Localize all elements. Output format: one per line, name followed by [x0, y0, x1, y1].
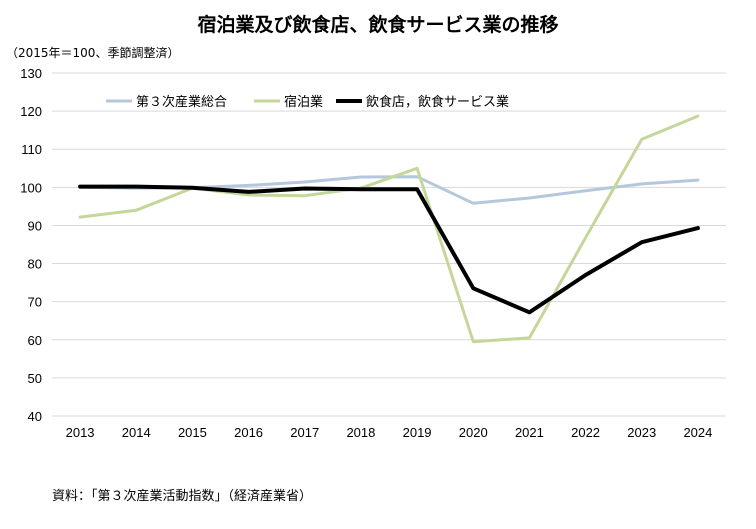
x-tick-label: 2020: [459, 425, 488, 440]
y-axis-ticks: 40 50 60 70 80 90 100 110 120 130: [20, 66, 42, 424]
x-axis-ticks: 2013 2014 2015 2016 2017 2018 2019 2020 2021 2022…: [66, 425, 713, 440]
y-tick-label: 110: [21, 142, 42, 157]
gridlines: [52, 72, 726, 417]
x-tick-label: 2023: [627, 425, 656, 440]
y-tick-label: 70: [28, 295, 42, 310]
y-tick-label: 40: [28, 409, 42, 424]
x-tick-label: 2013: [66, 425, 95, 440]
x-tick-label: 2021: [515, 425, 544, 440]
series-line-2: [78, 184, 700, 315]
legend-label: 飲食店，飲食サービス業: [366, 94, 509, 110]
y-tick-label: 90: [28, 218, 42, 233]
legend-label: 第３次産業総合: [136, 94, 227, 110]
legend: 第３次産業総合 宿泊業 飲食店，飲食サービス業: [106, 94, 509, 110]
y-tick-label: 50: [28, 371, 42, 386]
series-lines: [78, 114, 700, 344]
y-tick-label: 80: [28, 257, 42, 272]
y-tick-label: 120: [20, 104, 42, 119]
source-note: 資料：「第３次産業活動指数」（経済産業省）: [52, 489, 313, 504]
x-tick-label: 2019: [403, 425, 432, 440]
y-tick-label: 100: [20, 180, 42, 195]
x-tick-label: 2022: [571, 425, 600, 440]
y-axis-unit-label: （2015年＝100、季節調整済）: [6, 46, 180, 60]
chart-title: 宿泊業及び飲食店、飲食サービス業の推移: [197, 14, 559, 36]
x-tick-label: 2024: [683, 425, 712, 440]
y-tick-label: 130: [20, 66, 42, 81]
x-tick-label: 2017: [290, 425, 319, 440]
x-tick-label: 2014: [122, 425, 151, 440]
y-tick-label: 60: [28, 333, 42, 348]
x-tick-label: 2018: [346, 425, 375, 440]
legend-label: 宿泊業: [284, 94, 323, 110]
series-line-1: [78, 114, 700, 344]
x-tick-label: 2015: [178, 425, 207, 440]
x-tick-label: 2016: [234, 425, 263, 440]
